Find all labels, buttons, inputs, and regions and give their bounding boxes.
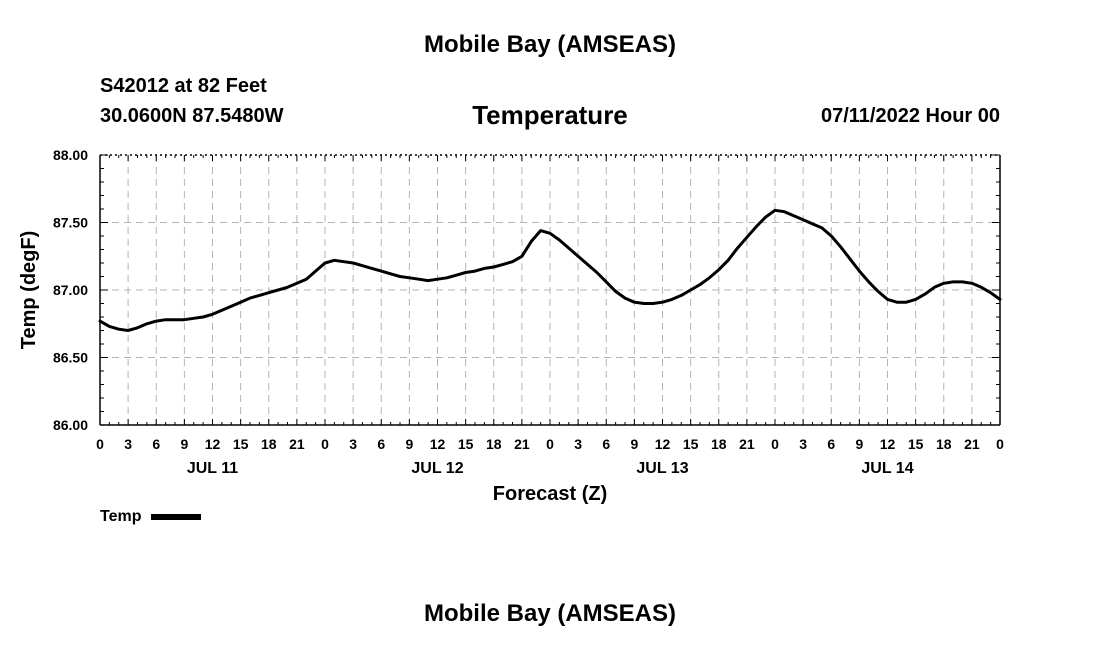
series-layer [98,208,1002,332]
axes [99,154,1001,426]
legend-swatch [151,514,202,520]
day-label: JUL 12 [411,460,463,477]
legend-label: Temp [100,508,142,525]
station-label: S42012 at 82 Feet [100,75,267,97]
x-tick-label: 18 [261,436,277,452]
x-tick-label: 12 [880,436,896,452]
day-label: JUL 13 [636,460,688,477]
x-tick-label: 21 [289,436,305,452]
x-tick-label: 9 [180,436,188,452]
chart-footer-title: Mobile Bay (AMSEAS) [423,600,677,627]
legend: Temp [100,508,202,526]
x-tick-label: 6 [152,436,160,452]
coordinates-label: 30.0600N 87.5480W [100,105,284,127]
x-tick-label: 15 [233,436,249,452]
x-tick-label: 18 [936,436,952,452]
x-tick-label: 12 [430,436,446,452]
y-tick-label: 86.50 [53,350,88,366]
x-tick-label: 15 [908,436,924,452]
x-tick-label: 3 [349,436,357,452]
x-tick-label: 9 [630,436,638,452]
y-axis-title: Temp (degF) [18,231,40,350]
x-tick-label: 9 [855,436,863,452]
chart-main-title: Mobile Bay (AMSEAS) [423,31,677,58]
grid-lines [100,155,1000,425]
x-axis-title: Forecast (Z) [493,483,607,505]
x-tick-label: 6 [377,436,385,452]
x-tick-label: 0 [321,436,329,452]
x-tick-label: 15 [683,436,699,452]
x-tick-label: 21 [514,436,530,452]
y-tick-label: 87.00 [53,282,88,298]
y-tick-label: 86.00 [53,417,88,433]
x-tick-label: 3 [124,436,132,452]
parameter-title: Temperature [472,100,628,130]
y-tick-label: 87.50 [53,215,88,231]
y-tick-label: 88.00 [53,147,88,163]
x-tick-label: 6 [602,436,610,452]
x-tick-label: 18 [486,436,502,452]
day-label: JUL 14 [861,460,913,477]
forecast-datetime: 07/11/2022 Hour 00 [820,105,1000,127]
x-tick-label: 12 [205,436,221,452]
x-tick-label: 0 [96,436,104,452]
x-tick-label: 6 [827,436,835,452]
x-tick-label: 12 [655,436,671,452]
x-tick-label: 3 [799,436,807,452]
x-tick-label: 18 [711,436,727,452]
x-tick-label: 0 [771,436,779,452]
x-tick-label: 3 [574,436,582,452]
x-tick-label: 0 [996,436,1004,452]
x-tick-label: 15 [458,436,474,452]
temp-series-line [98,208,1002,332]
x-tick-label: 21 [739,436,755,452]
day-label: JUL 11 [187,460,238,477]
x-tick-label: 0 [546,436,554,452]
x-tick-label: 21 [964,436,980,452]
tick-labels: 0 3 6 9 12 15 18 21 0 3 6 9 12 15 18 21 0 3 6 9 12 15 18 21 0 3 6 9… [53,147,1004,477]
x-tick-label: 9 [405,436,413,452]
